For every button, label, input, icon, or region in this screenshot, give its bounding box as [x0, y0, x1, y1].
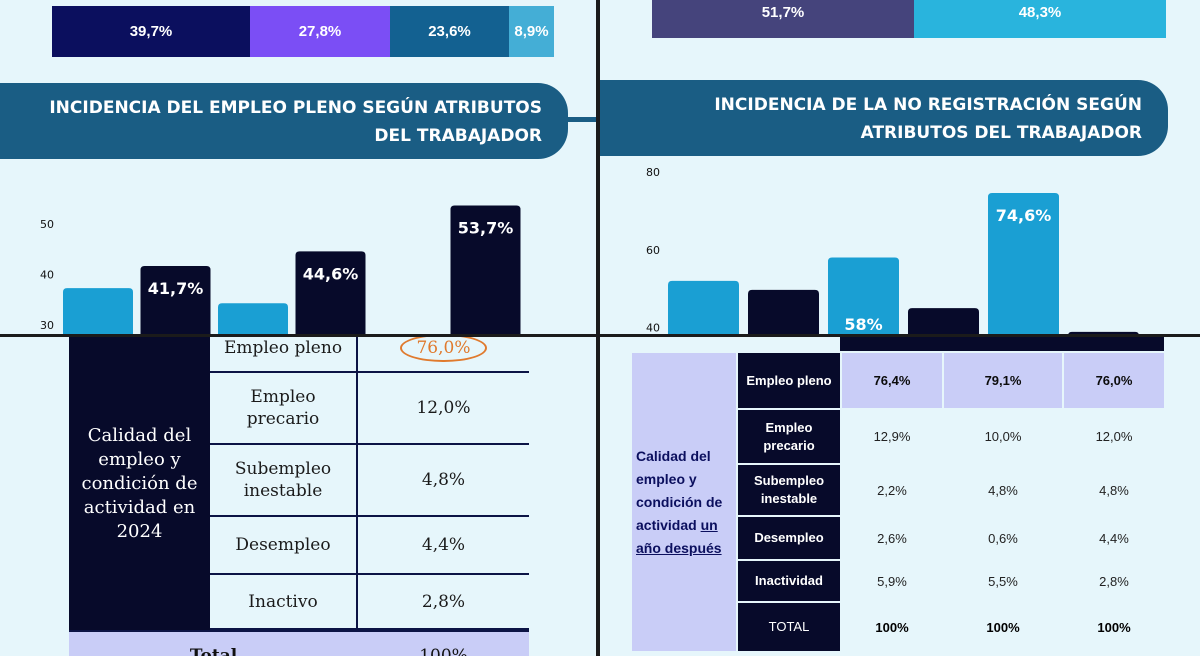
bar: [988, 193, 1059, 334]
bar-chart-empleo-pleno: 30 40 50 41,7% 44,6% 53,7%: [40, 205, 521, 334]
table-row-label: Empleo pleno: [738, 353, 840, 408]
bar: [450, 205, 521, 334]
table-row-label: Empleo precario: [738, 410, 840, 463]
bar: [218, 303, 288, 334]
table-row-label: Subempleo inestable: [738, 465, 840, 515]
chart-title-line: INCIDENCIA DE LA NO REGISTRACIÓN SEGÚN: [714, 95, 1142, 115]
distribution-segment: 23,6%: [390, 6, 509, 57]
total-row: Total 100%: [69, 630, 529, 656]
bar: [828, 257, 899, 334]
table-cell: 79,1%: [944, 353, 1062, 408]
panel-calidad-un-ano-despues: Calidad del empleo y condición de activi…: [600, 337, 1200, 656]
table-cell: 4,8%: [1064, 465, 1164, 515]
panel-empleo-pleno: 39,7% 27,8% 23,6% 8,9% INCIDENCIA DEL EM…: [0, 0, 596, 334]
y-tick-label: 60: [646, 244, 660, 257]
table-cell: 12,0%: [1064, 410, 1164, 463]
highlighted-value: 76,0%: [400, 337, 487, 362]
distribution-segment: 8,9%: [509, 6, 554, 57]
table-row-label: Inactividad: [738, 561, 840, 601]
chart-title: INCIDENCIA DEL EMPLEO PLENO SEGÚN ATRIBU…: [0, 83, 568, 159]
distribution-segment: 51,7%: [652, 0, 914, 38]
table-cell: 2,2%: [842, 465, 942, 515]
table-row-label: Inactivo: [210, 575, 358, 630]
distribution-segment: 27,8%: [250, 6, 390, 57]
table-cell: 5,9%: [842, 561, 942, 601]
table-cell: 76,4%: [842, 353, 942, 408]
table-row-label: Empleo pleno: [210, 337, 358, 373]
table-row-label: TOTAL: [738, 603, 840, 651]
banner-line: [560, 117, 596, 122]
table-header: Calidad del empleo y condición de activi…: [632, 353, 736, 651]
table-cell: 4,4%: [1064, 517, 1164, 559]
y-tick-label: 30: [40, 319, 54, 332]
chart-title: INCIDENCIA DE LA NO REGISTRACIÓN SEGÚN A…: [600, 80, 1168, 156]
bar-chart-no-registracion: 40 60 80 58% 74,6%: [646, 166, 1139, 334]
chart-title-line: ATRIBUTOS DEL TRABAJADOR: [860, 123, 1142, 143]
table-cell: 10,0%: [944, 410, 1062, 463]
bar: [63, 288, 133, 334]
bar: [1068, 331, 1139, 334]
bar: [748, 289, 819, 334]
bar-value-label: 58%: [844, 315, 882, 334]
distribution-segment: 48,3%: [914, 0, 1166, 38]
table-row-value: 4,8%: [358, 445, 529, 517]
table-cell: 2,6%: [842, 517, 942, 559]
table-row-label: Empleo precario: [210, 373, 358, 445]
total-label: Total: [189, 646, 238, 656]
bar-value-label: 53,7%: [458, 219, 514, 238]
table-row-label: Desempleo: [210, 517, 358, 575]
table-cell: 100%: [1064, 603, 1164, 651]
table-top-strip: [840, 337, 1164, 351]
table-header: Calidad del empleo y condición de activi…: [69, 337, 210, 630]
table-row-value: 2,8%: [358, 575, 529, 630]
chart-title-line: INCIDENCIA DEL EMPLEO PLENO SEGÚN ATRIBU…: [49, 98, 542, 118]
y-tick-label: 50: [40, 218, 54, 231]
table-cell: 100%: [842, 603, 942, 651]
table-cell: 4,8%: [944, 465, 1062, 515]
table-cell: 12,9%: [842, 410, 942, 463]
bar: [668, 280, 739, 334]
bar: [908, 308, 979, 334]
bar-value-label: 44,6%: [303, 264, 359, 283]
bar-value-label: 74,6%: [996, 206, 1052, 225]
panel-no-registracion: 51,7% 48,3% INCIDENCIA DE LA NO REGISTRA…: [600, 0, 1200, 334]
y-tick-label: 80: [646, 166, 660, 179]
table-cell: 0,6%: [944, 517, 1062, 559]
total-value: 100%: [419, 646, 468, 656]
table-cell: 100%: [944, 603, 1062, 651]
bar-value-label: 41,7%: [148, 279, 204, 298]
table-header-underlined: un año después: [636, 516, 722, 556]
table-header-text: Calidad del empleo y condición de activi…: [636, 445, 732, 560]
chart-title-line: DEL TRABAJADOR: [374, 126, 542, 146]
table-cell: 5,5%: [944, 561, 1062, 601]
table-row-value: 4,4%: [358, 517, 529, 575]
table-row-label: Subempleo inestable: [210, 445, 358, 517]
y-tick-label: 40: [40, 269, 54, 282]
table-header-plain: Calidad del empleo y condición de activi…: [636, 447, 723, 533]
table-row-label: Desempleo: [738, 517, 840, 559]
bar: [140, 265, 211, 334]
table-cell: 2,8%: [1064, 561, 1164, 601]
panel-calidad-2024: Calidad del empleo y condición de activi…: [0, 337, 596, 656]
y-tick-label: 40: [646, 322, 660, 334]
distribution-segment: 39,7%: [52, 6, 250, 57]
table-cell: 76,0%: [1064, 353, 1164, 408]
bar: [295, 251, 366, 334]
table-row-value: 12,0%: [358, 373, 529, 445]
table-row-value: 76,0%: [358, 337, 529, 373]
